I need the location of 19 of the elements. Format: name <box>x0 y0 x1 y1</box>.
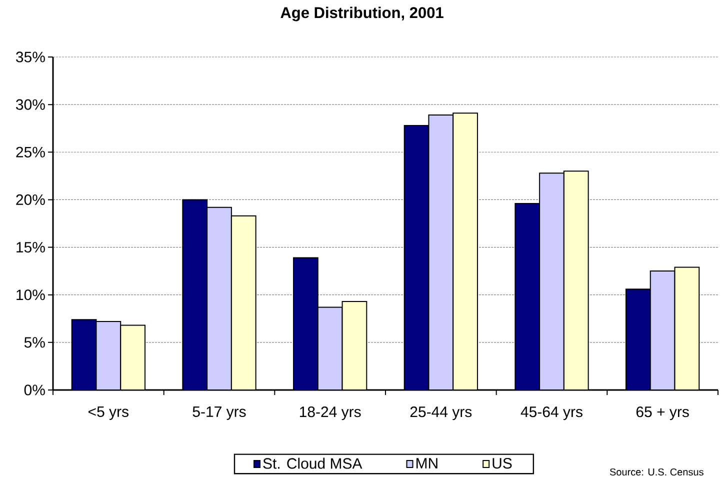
x-tick-label: 45-64 yrs <box>520 406 582 420</box>
source-note: Source: U.S. Census <box>610 468 704 476</box>
legend-label: US <box>492 458 512 469</box>
legend-label: St. Cloud MSA <box>263 458 362 469</box>
y-tick-label: 25% <box>16 146 45 158</box>
y-tick-label: 15% <box>16 242 45 253</box>
x-tick-label: <5 yrs <box>88 406 128 420</box>
y-tick-label: 35% <box>16 52 45 62</box>
x-tick-label: 5-17 yrs <box>192 406 246 420</box>
legend-label: MN <box>416 458 438 468</box>
y-tick-label: 20% <box>16 194 45 206</box>
x-tick-label: 25-44 yrs <box>410 406 472 420</box>
x-tick-label: 18-24 yrs <box>300 406 361 420</box>
y-tick-label: 10% <box>16 290 45 300</box>
chart-title: Age Distribution, 2001 <box>280 6 444 22</box>
x-tick-label: 65 + yrs <box>636 406 689 420</box>
y-tick-label: 5% <box>24 337 45 348</box>
y-tick-label: 0% <box>24 384 45 396</box>
y-tick-label: 30% <box>16 99 45 110</box>
